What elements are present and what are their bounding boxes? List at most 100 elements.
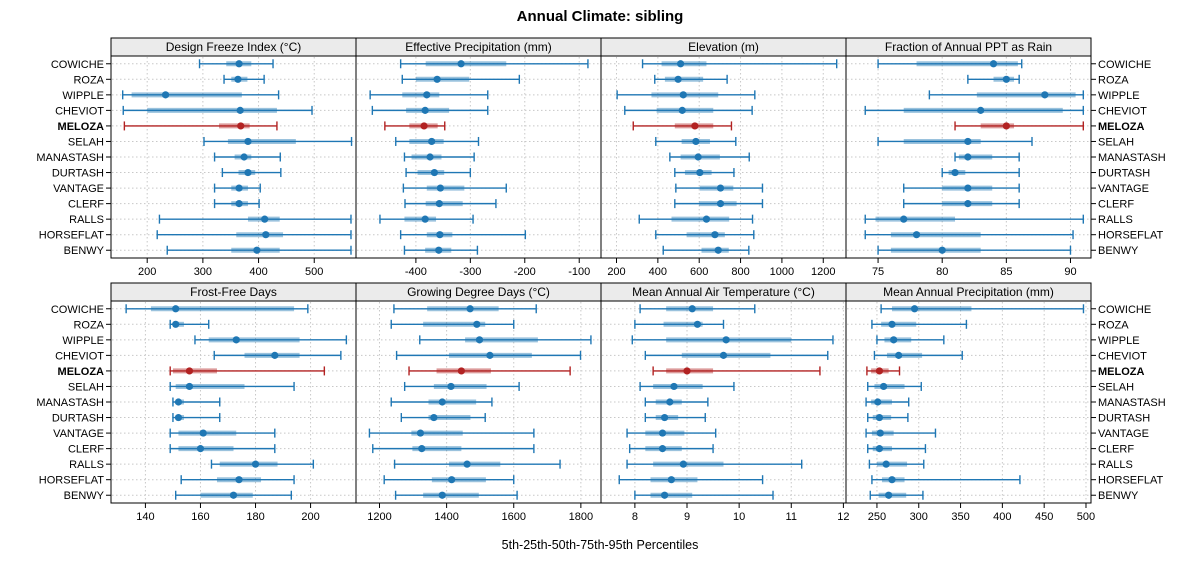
panel-title-fraction-of-annual-ppt-as-rain: Fraction of Annual PPT as Rain (885, 40, 1052, 54)
median-dot (436, 231, 444, 239)
median-dot (416, 429, 425, 437)
axis-tick-label: 9 (684, 511, 690, 523)
site-label-left-ralls: RALLS (69, 214, 104, 226)
median-dot (716, 184, 725, 192)
site-label-right-selah: SELAH (1098, 136, 1134, 148)
median-dot (1041, 91, 1049, 99)
median-dot (938, 246, 946, 254)
median-dot (475, 336, 484, 344)
axis-tick-label: 80 (936, 266, 948, 278)
median-dot (714, 246, 722, 254)
axis-tick-label: 1400 (434, 511, 458, 523)
median-dot (235, 200, 243, 208)
axis-tick-label: 12 (837, 511, 849, 523)
median-dot (426, 153, 434, 161)
median-dot (696, 168, 704, 177)
median-dot (421, 106, 429, 114)
axis-tick-label: 1000 (770, 266, 794, 278)
site-label-left-cowiche: COWICHE (51, 59, 104, 71)
axis-tick-label: 180 (246, 511, 264, 523)
site-label-right-cowiche: COWICHE (1098, 304, 1151, 316)
site-label-right-cheviot: CHEVIOT (1098, 105, 1147, 117)
median-dot (964, 200, 972, 208)
median-dot (486, 351, 494, 359)
median-dot (688, 305, 696, 313)
median-dot (185, 367, 194, 375)
median-dot (660, 491, 669, 499)
median-dot (418, 445, 426, 453)
site-label-left-ralls: RALLS (69, 459, 104, 471)
median-dot (670, 382, 678, 391)
median-dot (702, 215, 711, 223)
median-dot (876, 429, 884, 437)
median-dot (196, 445, 205, 453)
site-label-left-clerf: CLERF (68, 444, 104, 456)
median-dot (436, 184, 444, 192)
median-dot (457, 367, 465, 375)
site-label-left-selah: SELAH (68, 136, 104, 148)
site-label-left-manastash: MANASTASH (36, 152, 104, 164)
median-dot (235, 184, 243, 192)
median-dot (674, 75, 682, 83)
site-label-right-ralls: RALLS (1098, 459, 1133, 471)
median-dot (683, 367, 691, 375)
axis-tick-label: -100 (568, 266, 590, 278)
site-label-left-benwy: BENWY (64, 490, 105, 502)
axis-tick-label: 300 (910, 511, 928, 523)
median-dot (229, 491, 238, 499)
median-dot (423, 91, 431, 99)
panel-title-mean-annual-precipitation-mm: Mean Annual Precipitation (mm) (883, 285, 1054, 299)
site-label-left-manastash: MANASTASH (36, 397, 104, 409)
median-dot (875, 413, 884, 422)
median-dot (435, 246, 443, 254)
median-dot (232, 336, 240, 344)
site-label-left-cowiche: COWICHE (51, 304, 104, 316)
axis-tick-label: 450 (1035, 511, 1053, 523)
median-dot (722, 336, 730, 344)
site-label-right-durtash: DURTASH (1098, 413, 1150, 425)
axis-tick-label: 500 (305, 266, 323, 278)
median-dot (262, 231, 270, 239)
median-dot (882, 460, 890, 468)
site-label-left-durtash: DURTASH (52, 168, 104, 180)
axis-tick-label: 160 (191, 511, 209, 523)
median-dot (172, 305, 180, 313)
site-label-left-clerf: CLERF (68, 199, 104, 211)
axis-tick-label: 400 (993, 511, 1011, 523)
median-dot (172, 320, 180, 328)
axis-tick-label: 400 (249, 266, 267, 278)
median-dot (875, 367, 884, 375)
median-dot (885, 491, 893, 499)
median-dot (694, 153, 702, 161)
median-dot (964, 137, 972, 146)
median-dot (895, 351, 903, 359)
median-dot (253, 246, 261, 254)
median-dot (667, 476, 675, 484)
median-dot (989, 60, 998, 68)
median-dot (421, 215, 429, 223)
axis-tick-label: 600 (690, 266, 708, 278)
site-label-right-cheviot: CHEVIOT (1098, 350, 1147, 362)
median-dot (875, 445, 884, 453)
median-dot (420, 122, 428, 130)
site-label-right-meloza: MELOZA (1098, 366, 1144, 378)
site-label-right-clerf: CLERF (1098, 199, 1134, 211)
median-dot (261, 215, 269, 223)
axis-tick-label: 1200 (367, 511, 391, 523)
panel-title-growing-degree-days-c: Growing Degree Days (°C) (407, 285, 550, 299)
axis-tick-label: 75 (872, 266, 884, 278)
site-label-right-roza: ROZA (1098, 74, 1129, 86)
median-dot (912, 231, 921, 239)
site-label-left-horseflat: HORSEFLAT (39, 230, 104, 242)
median-dot (244, 137, 252, 146)
site-label-right-clerf: CLERF (1098, 444, 1134, 456)
axis-tick-label: 200 (138, 266, 156, 278)
median-dot (691, 122, 699, 130)
site-label-left-vantage: VANTAGE (53, 428, 104, 440)
median-dot (1002, 122, 1010, 130)
site-label-left-durtash: DURTASH (52, 413, 104, 425)
median-dot (890, 336, 898, 344)
median-dot (235, 476, 243, 484)
median-dot (438, 398, 446, 406)
